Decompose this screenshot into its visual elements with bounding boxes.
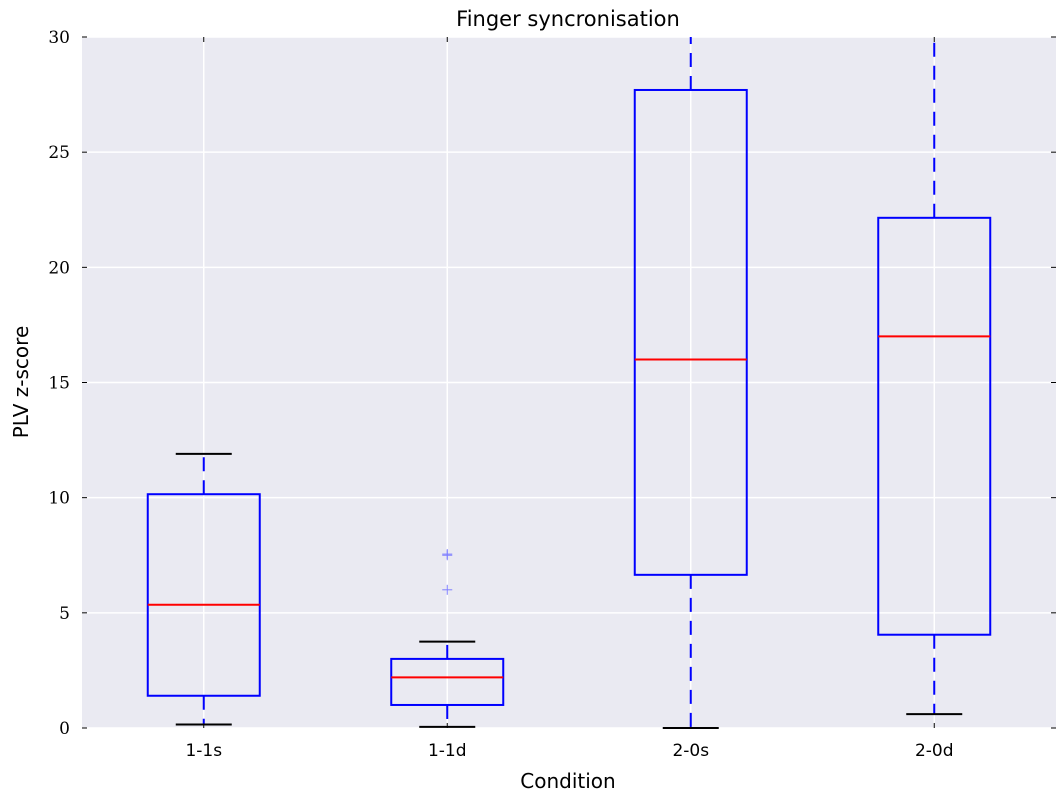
y-tick-label: 20: [48, 258, 70, 278]
x-tick-label: 1-1d: [428, 741, 467, 761]
y-tick-label: 25: [48, 143, 70, 163]
chart-title: Finger syncronisation: [456, 7, 680, 31]
x-tick-label: 2-0d: [915, 741, 954, 761]
y-tick-label: 15: [48, 374, 70, 394]
x-tick-label: 2-0s: [672, 741, 709, 761]
y-tick-label: 30: [48, 28, 70, 48]
y-axis-label: PLV z-score: [9, 326, 33, 439]
y-tick-label: 5: [59, 604, 70, 624]
y-tick-label: 10: [48, 489, 70, 509]
y-tick-label: 0: [59, 719, 70, 739]
x-axis-label: Condition: [520, 769, 615, 793]
x-tick-label: 1-1s: [185, 741, 222, 761]
